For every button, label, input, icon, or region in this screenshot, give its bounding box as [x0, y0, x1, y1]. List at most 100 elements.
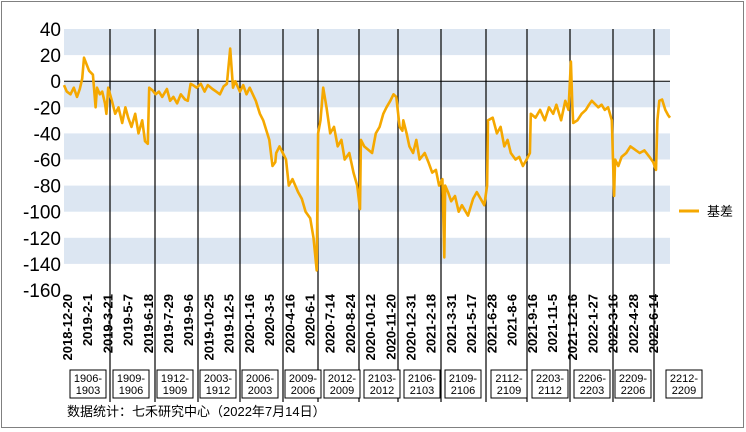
y-tick-label: -60: [34, 151, 61, 172]
x-tick-label: 2021-3-31: [444, 294, 459, 353]
x-tick-label: 2020-7-14: [323, 293, 338, 353]
contract-roll-lines: [109, 29, 655, 402]
x-tick-label: 2019-7-29: [161, 294, 176, 353]
x-tick-label: 2021-2-18: [424, 294, 439, 353]
x-tick-label: 2019-3-21: [100, 294, 115, 353]
y-tick-label: -20: [34, 98, 61, 119]
contract-label-line2: 2203: [580, 385, 604, 397]
contract-label-line1: 1906-: [74, 373, 102, 385]
y-tick-label: 40: [40, 20, 61, 41]
y-tick-label: -160: [23, 281, 61, 302]
x-tick-label: 2022-4-28: [626, 294, 641, 353]
contract-box: [490, 369, 528, 399]
y-tick-label: -140: [23, 255, 61, 276]
x-tick-label: 2021-8-6: [505, 294, 520, 346]
x-tick-label: 2019-2-1: [80, 294, 95, 346]
contract-box: [614, 369, 652, 399]
contract-label-line2: 2006: [291, 385, 315, 397]
contract-label-line2: 1909: [163, 385, 187, 397]
x-tick-label: 2020-3-5: [262, 294, 277, 346]
x-tick-label: 2022-6-14: [646, 293, 661, 353]
contract-label-line1: 2112-: [495, 373, 523, 385]
contract-box: [444, 369, 482, 399]
contract-label-line1: 2012-: [328, 373, 356, 385]
contract-box: [403, 369, 441, 399]
x-tick-label: 2020-4-16: [282, 294, 297, 353]
y-tick-label: -40: [34, 124, 61, 145]
series-line: [62, 47, 672, 272]
grid-band: [64, 29, 670, 56]
x-tick-label: 2020-8-24: [343, 293, 358, 353]
contract-label-line2: 2106: [451, 385, 475, 397]
contract-labels: 1906-1903 1909-1906 1912-1909 2003-1912 2006…: [69, 369, 703, 399]
contract-box: [531, 369, 569, 399]
x-tick-label: 2022-3-16: [606, 294, 621, 353]
x-tick-label: 2019-5-7: [121, 294, 136, 346]
contract-label-line2: 2112: [538, 385, 562, 397]
contract-label-line2: 1906: [119, 385, 143, 397]
contract-label-line1: 1912-: [161, 373, 189, 385]
x-tick-label: 2021-9-16: [525, 294, 540, 353]
contract-label-line2: 2003: [248, 385, 272, 397]
contract-label-line1: 2109-: [449, 373, 477, 385]
grid-band: [64, 185, 670, 212]
contract-box: [199, 369, 237, 399]
contract-label-line2: 2103: [410, 385, 434, 397]
contract-label-line2: 1903: [76, 385, 100, 397]
x-tick-label: 2018-12-20: [60, 294, 75, 361]
x-tick-label: 2021-12-16: [565, 294, 580, 361]
contract-box: [573, 369, 611, 399]
legend: 基差: [679, 204, 733, 219]
contract-label-line2: 2209: [672, 385, 696, 397]
x-tick-label: 2020-1-16: [242, 294, 257, 353]
contract-label-line1: 2106-: [408, 373, 436, 385]
contract-box: [284, 369, 322, 399]
contract-label-line1: 2206-: [578, 373, 606, 385]
y-axis: 40 20 0 -20 -40 -60 -80 -100 -120 -140 -160: [23, 20, 61, 302]
contract-label-line2: 2206: [621, 385, 645, 397]
source-note: 数据统计：七禾研究中心（2022年7月14日）: [67, 404, 326, 419]
x-tick-label: 2019-6-18: [141, 294, 156, 353]
contract-label-line2: 1912: [206, 385, 230, 397]
x-tick-label: 2020-6-1: [302, 294, 317, 346]
contract-box: [69, 369, 107, 399]
contract-box: [156, 369, 194, 399]
x-axis: 2018-12-20 2019-2-1 2019-3-21 2019-5-7 2019-…: [60, 293, 661, 360]
y-tick-label: 0: [50, 72, 61, 93]
x-tick-label: 2020-11-20: [383, 294, 398, 360]
grid-band: [64, 133, 670, 160]
x-tick-label: 2021-11-5: [545, 294, 560, 353]
contract-box: [112, 369, 150, 399]
contract-label-line2: 2012: [370, 385, 394, 397]
x-tick-label: 2021-5-17: [464, 294, 479, 353]
x-tick-label: 2021-6-28: [484, 294, 499, 353]
y-tick-label: 20: [40, 46, 61, 67]
contract-label-line2: 2109: [497, 385, 521, 397]
legend-label: 基差: [707, 204, 733, 219]
contract-label-line1: 2203-: [536, 373, 564, 385]
x-tick-label: 2019-12-5: [222, 294, 237, 353]
contract-label-line1: 2212-: [670, 373, 698, 385]
contract-label-line1: 1909-: [117, 373, 145, 385]
series-layer: [62, 47, 672, 272]
grid-band: [64, 237, 670, 264]
contract-box: [323, 369, 361, 399]
contract-label-line2: 2009: [330, 385, 354, 397]
contract-label-line1: 2006-: [246, 373, 274, 385]
contract-box: [665, 369, 703, 399]
contract-label-line1: 2009-: [289, 373, 317, 385]
contract-label-line1: 2209-: [619, 373, 647, 385]
contract-box: [241, 369, 279, 399]
x-tick-label: 2020-10-12: [363, 294, 378, 361]
y-tick-label: -100: [23, 203, 61, 224]
y-tick-label: -120: [23, 229, 61, 250]
x-tick-label: 2019-9-6: [181, 294, 196, 346]
x-tick-label: 2020-12-31: [404, 294, 419, 361]
x-tick-label: 2022-1-27: [585, 294, 600, 353]
contract-label-line1: 2103-: [368, 373, 396, 385]
x-tick-label: 2019-10-25: [201, 294, 216, 361]
contract-label-line1: 2003-: [204, 373, 232, 385]
y-tick-label: -80: [34, 177, 61, 198]
